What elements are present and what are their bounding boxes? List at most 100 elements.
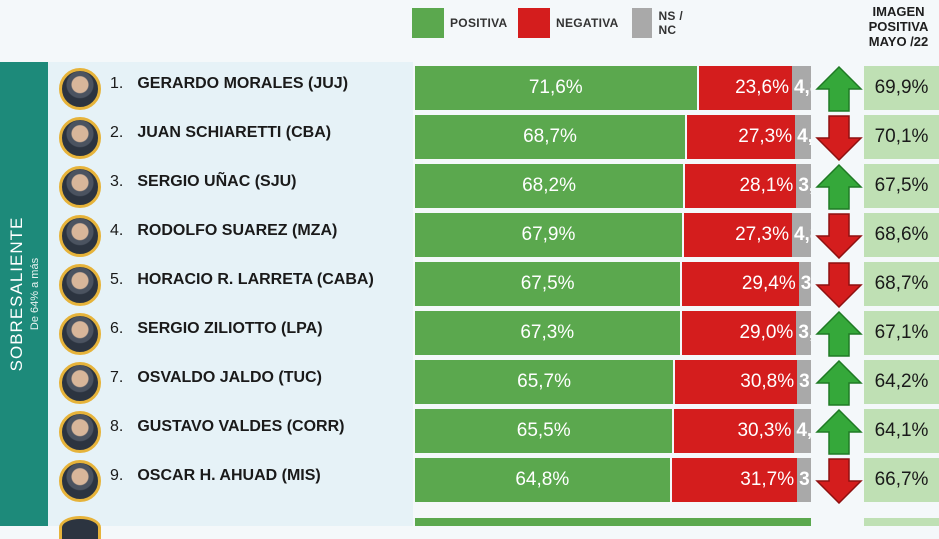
governor-name: 7. OSVALDO JALDO (TUC) <box>110 369 322 387</box>
rank-number: 1. <box>110 75 124 92</box>
category-band <box>0 62 48 526</box>
governor-label: SERGIO UÑAC (SJU) <box>137 173 297 190</box>
bar-positiva: 64,8% <box>415 458 670 502</box>
previous-value-cell: 67,5% <box>864 164 939 208</box>
bar-nsnc: 4,2 <box>794 409 811 453</box>
bar-nsnc: 4,8 <box>791 66 811 110</box>
bar-positiva: 65,5% <box>415 409 673 453</box>
bar-positiva: 67,3% <box>415 311 680 355</box>
governor-name: 5. HORACIO R. LARRETA (CABA) <box>110 271 374 289</box>
previous-value-cell: 66,7% <box>864 458 939 502</box>
legend-label-negativa: NEGATIVA <box>556 16 619 30</box>
legend-label-positiva: POSITIVA <box>450 16 508 30</box>
legend-label-nsnc: NS / NC <box>658 9 683 37</box>
bar-nsnc: 3,5 <box>797 360 811 404</box>
table-row: 5. HORACIO R. LARRETA (CABA) 67,5%29,4%3,1… <box>0 262 939 308</box>
governor-name: 4. RODOLFO SUAREZ (MZA) <box>110 222 337 240</box>
rank-number: 4. <box>110 222 124 239</box>
bar-negativa: 31,7% <box>671 458 798 502</box>
previous-value-cell: 70,1% <box>864 115 939 159</box>
avatar <box>59 516 101 539</box>
table-row: 6. SERGIO ZILIOTTO (LPA) 67,3%29,0%3,7 67,1… <box>0 311 939 357</box>
rank-number: 6. <box>110 320 124 337</box>
table-row: 8. GUSTAVO VALDES (CORR) 65,5%30,3%4,2 64,1… <box>0 409 939 455</box>
legend-swatch-positiva <box>412 8 444 38</box>
bar-negativa: 30,8% <box>675 360 798 404</box>
bar-positiva: 67,9% <box>415 213 682 257</box>
header-line-1: IMAGEN <box>872 4 925 19</box>
arrow-down-icon <box>815 262 863 308</box>
bar-positiva: 68,2% <box>415 164 684 208</box>
bar-positiva: 71,6% <box>415 66 697 110</box>
bar-nsnc: 4,8 <box>791 213 811 257</box>
arrow-up-icon <box>815 311 863 357</box>
rank-number: 2. <box>110 124 124 141</box>
bar-nsnc: 3,5 <box>797 458 811 502</box>
bar-positiva: 68,7% <box>415 115 686 159</box>
rank-number: 3. <box>110 173 124 190</box>
avatar <box>59 362 101 404</box>
governor-label: OSVALDO JALDO (TUC) <box>137 369 322 386</box>
legend-item-positiva: POSITIVA <box>412 8 508 38</box>
avatar <box>59 411 101 453</box>
bar-negativa: 27,3% <box>687 115 796 159</box>
avatar <box>59 117 101 159</box>
governor-label: JUAN SCHIARETTI (CBA) <box>137 124 332 141</box>
bar-nsnc: 3,7 <box>796 164 811 208</box>
table-row: 3. SERGIO UÑAC (SJU) 68,2%28,1%3,7 67,5% <box>0 164 939 210</box>
header-line-2: POSITIVA <box>868 19 929 34</box>
arrow-down-icon <box>815 213 863 259</box>
governor-name: 8. GUSTAVO VALDES (CORR) <box>110 418 344 436</box>
bar-negativa: 30,3% <box>674 409 795 453</box>
previous-image-header: IMAGEN POSITIVA MAYO /22 <box>858 4 939 49</box>
previous-value-cell: 68,6% <box>864 213 939 257</box>
table-row: 2. JUAN SCHIARETTI (CBA) 68,7%27,3%4,0 70,1… <box>0 115 939 161</box>
avatar <box>59 313 101 355</box>
bar-negativa: 23,6% <box>698 66 792 110</box>
legend-item-nsnc: NS / NC <box>632 8 688 38</box>
arrow-down-icon <box>815 458 863 504</box>
governor-label: HORACIO R. LARRETA (CABA) <box>137 271 374 288</box>
avatar <box>59 264 101 306</box>
previous-value-cell: 69,9% <box>864 66 939 110</box>
table-row: 1. GERARDO MORALES (JUJ) 71,6%23,6%4,8 69,9… <box>0 66 939 112</box>
legend-swatch-nsnc <box>632 8 653 38</box>
legend-item-negativa: NEGATIVA <box>518 8 619 38</box>
partial-next-row <box>0 514 939 539</box>
arrow-up-icon <box>815 409 863 455</box>
avatar <box>59 215 101 257</box>
header-line-3: MAYO /22 <box>868 34 929 49</box>
governor-label: OSCAR H. AHUAD (MIS) <box>137 467 321 484</box>
bar-nsnc: 3,1 <box>798 262 811 306</box>
governor-label: SERGIO ZILIOTTO (LPA) <box>137 320 323 337</box>
governor-label: GERARDO MORALES (JUJ) <box>137 75 349 92</box>
arrow-up-icon <box>815 164 863 210</box>
table-row: 4. RODOLFO SUAREZ (MZA) 67,9%27,3%4,8 68,6% <box>0 213 939 259</box>
table-row: 7. OSVALDO JALDO (TUC) 65,7%30,8%3,5 64,2% <box>0 360 939 406</box>
governor-name: 2. JUAN SCHIARETTI (CBA) <box>110 124 331 142</box>
rank-number: 8. <box>110 418 124 435</box>
legend-swatch-negativa <box>518 8 550 38</box>
bar-negativa: 27,3% <box>683 213 792 257</box>
governor-label: RODOLFO SUAREZ (MZA) <box>137 222 338 239</box>
previous-value-cell: 67,1% <box>864 311 939 355</box>
avatar <box>59 460 101 502</box>
previous-value-cell: 68,7% <box>864 262 939 306</box>
rank-number: 7. <box>110 369 124 386</box>
bar-positiva: 67,5% <box>415 262 681 306</box>
governor-name: 3. SERGIO UÑAC (SJU) <box>110 173 296 191</box>
rank-number: 9. <box>110 467 124 484</box>
previous-value-cell: 64,2% <box>864 360 939 404</box>
arrow-up-icon <box>815 66 863 112</box>
avatar <box>59 166 101 208</box>
table-row: 9. OSCAR H. AHUAD (MIS) 64,8%31,7%3,5 66,7% <box>0 458 939 504</box>
bar-positiva <box>415 518 811 526</box>
governor-name: 9. OSCAR H. AHUAD (MIS) <box>110 467 321 485</box>
bar-negativa: 29,0% <box>681 311 797 355</box>
bar-negativa: 28,1% <box>685 164 797 208</box>
bar-positiva: 65,7% <box>415 360 674 404</box>
rank-number: 5. <box>110 271 124 288</box>
governor-name: 6. SERGIO ZILIOTTO (LPA) <box>110 320 323 338</box>
names-column <box>48 62 413 526</box>
arrow-up-icon <box>815 360 863 406</box>
